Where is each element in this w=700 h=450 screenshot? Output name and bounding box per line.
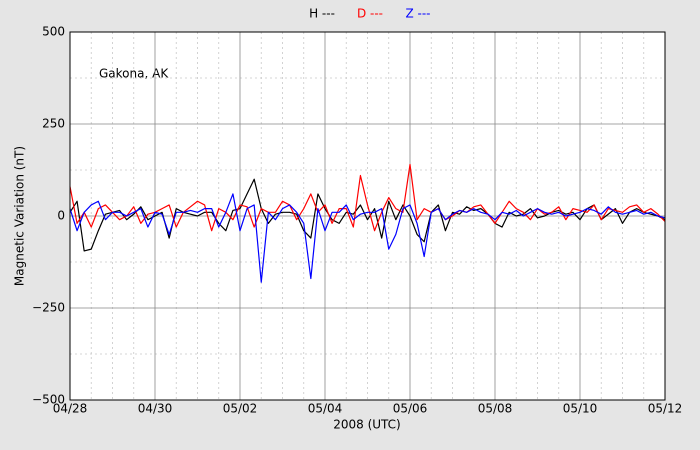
annotation: Gakona, AK xyxy=(99,67,169,81)
y-tick-label: 500 xyxy=(42,25,65,39)
plot-frame xyxy=(69,31,666,401)
x-tick-label: 05/12 xyxy=(648,402,683,416)
x-tick-label: 05/04 xyxy=(308,402,343,416)
x-tick-label: 05/06 xyxy=(393,402,428,416)
x-tick-label: 05/10 xyxy=(563,402,598,416)
data-line xyxy=(69,163,666,232)
data-line xyxy=(69,178,666,252)
x-axis-label: 2008 (UTC) xyxy=(333,418,401,432)
legend-entry: D --- xyxy=(357,7,383,21)
y-tick-label: −500 xyxy=(32,393,65,407)
y-axis-label: Magnetic Variation (nT) xyxy=(13,146,27,286)
x-tick-label: 05/02 xyxy=(223,402,258,416)
x-tick-label: 05/08 xyxy=(478,402,513,416)
legend-entry: H --- xyxy=(309,7,335,21)
x-tick-label: 04/28 xyxy=(53,402,88,416)
y-tick-label: 0 xyxy=(57,209,65,223)
y-tick-label: 250 xyxy=(42,117,65,131)
legend-entry: Z --- xyxy=(405,7,430,21)
y-tick-label: −250 xyxy=(32,301,65,315)
data-line xyxy=(69,193,666,283)
x-tick-label: 04/30 xyxy=(138,402,173,416)
